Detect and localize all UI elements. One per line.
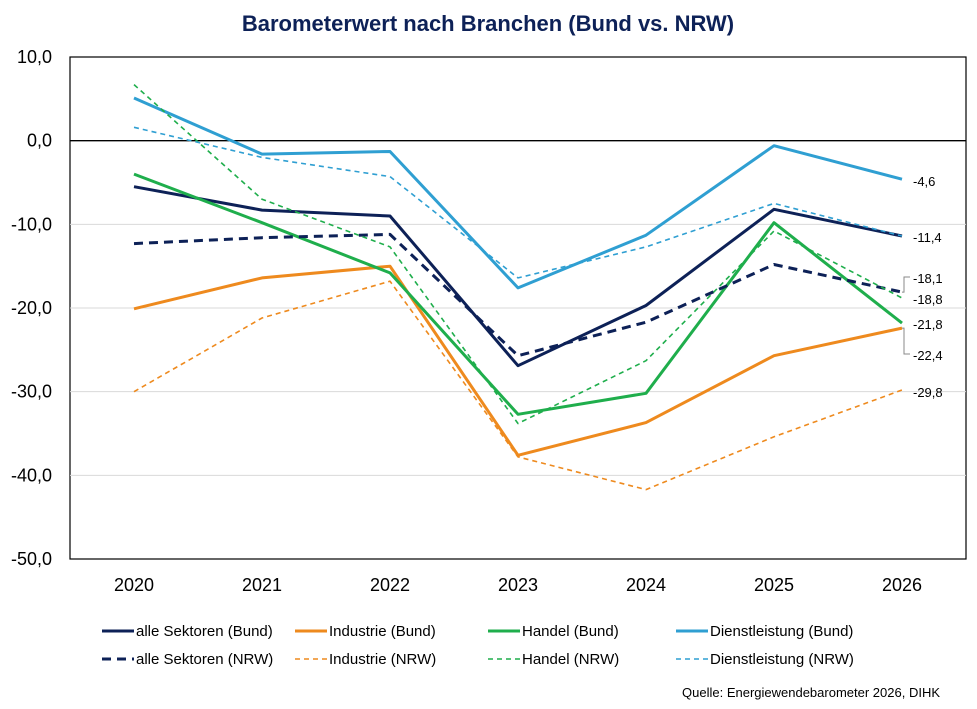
legend-label: Industrie (Bund) [329, 623, 436, 640]
legend-label: Handel (NRW) [522, 651, 619, 668]
x-tick-label: 2025 [754, 575, 794, 595]
y-tick-label: -20,0 [11, 298, 52, 318]
legend-label: Industrie (NRW) [329, 651, 436, 668]
legend-item-dienstleistung-bund: Dienstleistung (Bund) [676, 623, 853, 640]
y-tick-label: -30,0 [11, 382, 52, 402]
x-tick-label: 2023 [498, 575, 538, 595]
series-line-dienstleistung-bund [133, 96, 903, 290]
series-line-alle-sektoren-bund [133, 185, 903, 368]
data-label: -29,8 [913, 385, 943, 400]
y-tick-label: -10,0 [11, 214, 52, 234]
series-line-industrie-nrw [133, 280, 903, 491]
plot-area [69, 56, 967, 560]
series-lines [133, 84, 903, 491]
y-tick-label: 0,0 [27, 131, 52, 151]
data-label: -18,1 [913, 271, 943, 286]
x-tick-label: 2026 [882, 575, 922, 595]
y-tick-label: -50,0 [11, 549, 52, 569]
data-label: -4,6 [913, 174, 935, 189]
y-axis-ticks: 10,0 0,0 -10,0 -20,0 -30,0 -40,0 -50,0 [11, 47, 52, 569]
legend-item-industrie-bund: Industrie (Bund) [295, 623, 436, 640]
legend-item-handel-bund: Handel (Bund) [488, 623, 619, 640]
leader-line [902, 327, 910, 355]
series-line-handel-bund [133, 172, 903, 416]
data-label: -18,8 [913, 292, 943, 307]
legend-label: Dienstleistung (Bund) [710, 623, 853, 640]
leader-line [902, 276, 910, 293]
legend-label: Dienstleistung (NRW) [710, 651, 854, 668]
legend-item-industrie-nrw: Industrie (NRW) [295, 651, 436, 668]
y-tick-label: -40,0 [11, 465, 52, 485]
legend-item-alle-sektoren-nrw: alle Sektoren (NRW) [102, 651, 273, 668]
data-label: -21,8 [913, 317, 943, 332]
data-label: -11,4 [913, 230, 942, 245]
legend: alle Sektoren (Bund) Industrie (Bund) Hand… [102, 623, 854, 668]
series-line-handel-nrw [133, 84, 903, 425]
series-line-alle-sektoren-nrw [133, 232, 903, 358]
data-label: -22,4 [913, 348, 943, 363]
x-axis-ticks: 2020 2021 2022 2023 2024 2025 2026 [114, 575, 922, 595]
source-note: Quelle: Energiewendebarometer 2026, DIHK [682, 685, 940, 700]
legend-label: alle Sektoren (NRW) [136, 651, 273, 668]
legend-item-handel-nrw: Handel (NRW) [488, 651, 619, 668]
x-tick-label: 2024 [626, 575, 666, 595]
legend-label: alle Sektoren (Bund) [136, 623, 273, 640]
x-tick-label: 2022 [370, 575, 410, 595]
y-tick-label: 10,0 [17, 47, 52, 67]
legend-item-alle-sektoren-bund: alle Sektoren (Bund) [102, 623, 273, 640]
series-line-industrie-bund [133, 264, 903, 457]
data-labels: -4,6 -11,4 -18,1 -18,8 -21,8 -22,4 -29,8 [902, 174, 943, 400]
series-line-dienstleistung-nrw [133, 126, 903, 279]
legend-item-dienstleistung-nrw: Dienstleistung (NRW) [676, 651, 854, 668]
x-tick-label: 2020 [114, 575, 154, 595]
legend-label: Handel (Bund) [522, 623, 619, 640]
x-tick-label: 2021 [242, 575, 282, 595]
chart-title: Barometerwert nach Branchen (Bund vs. NR… [242, 11, 734, 36]
